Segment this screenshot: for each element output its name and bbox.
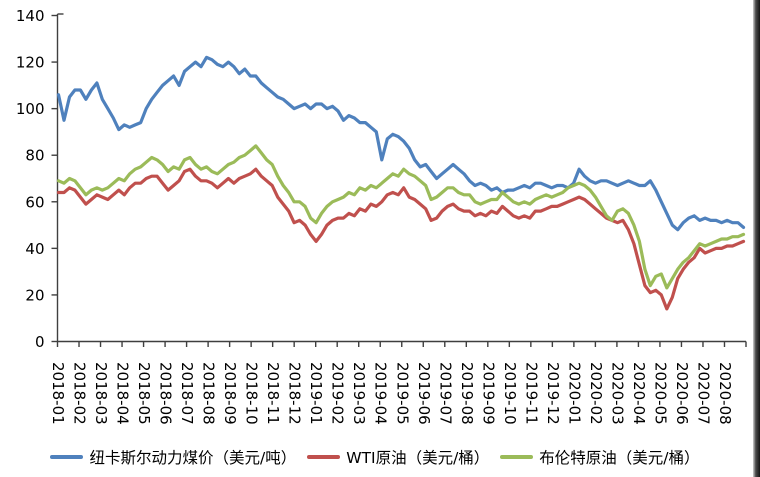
x-axis-label: 2020-08	[716, 362, 734, 425]
legend-label: WTI原油（美元/桶）	[346, 449, 490, 467]
legend-item: 布伦特原油（美元/桶）	[500, 446, 700, 468]
x-axis-label: 2018-02	[71, 362, 89, 425]
legend-item: 纽卡斯尔动力煤价（美元/吨）	[50, 446, 296, 468]
y-axis-label: 20	[25, 286, 44, 304]
series-line-1	[56, 55, 746, 232]
x-axis-label: 2018-10	[243, 362, 261, 425]
y-axis-label: 0	[35, 333, 45, 351]
series-line-2	[56, 167, 746, 311]
y-axis-label: 40	[25, 240, 44, 258]
x-axis-label: 2019-01	[307, 362, 325, 425]
x-axis-label: 2020-02	[587, 362, 605, 425]
x-axis-label: 2018-06	[157, 362, 175, 425]
x-axis-label: 2018-07	[178, 362, 196, 425]
x-axis-label: 2020-04	[630, 362, 648, 425]
y-axis-label: 140	[16, 7, 45, 25]
x-axis-label: 2020-01	[565, 362, 583, 425]
right-edge-bar	[753, 0, 760, 477]
y-axis-label: 80	[25, 147, 44, 165]
legend-label: 纽卡斯尔动力煤价（美元/吨）	[89, 449, 297, 467]
x-axis-label: 2019-07	[436, 362, 454, 425]
x-axis-label: 2019-02	[329, 362, 347, 425]
chart-legend: 纽卡斯尔动力煤价（美元/吨） WTI原油（美元/桶） 布伦特原油（美元/桶）	[0, 446, 750, 468]
x-axis-label: 2018-11	[264, 362, 282, 425]
x-axis-label: 2019-09	[479, 362, 497, 425]
legend-label: 布伦特原油（美元/桶）	[539, 449, 700, 467]
x-axis-label: 2019-05	[393, 362, 411, 425]
x-axis-label: 2018-04	[114, 362, 132, 425]
x-axis-label: 2019-06	[415, 362, 433, 425]
x-axis-label: 2020-03	[608, 362, 626, 425]
x-axis-label: 2018-05	[135, 362, 153, 425]
x-axis-label: 2018-01	[49, 362, 67, 425]
x-axis-label: 2018-03	[92, 362, 110, 425]
legend-marker	[307, 454, 341, 460]
legend-marker	[50, 454, 84, 460]
x-axis-label: 2019-12	[544, 362, 562, 425]
x-axis-label: 2018-09	[221, 362, 239, 425]
x-axis-label: 2018-12	[286, 362, 304, 425]
x-axis-label: 2020-06	[673, 362, 691, 425]
y-axis-label: 60	[25, 193, 44, 211]
y-axis-label: 120	[16, 54, 45, 72]
x-axis-label: 2018-08	[200, 362, 218, 425]
axes	[56, 14, 746, 343]
x-axis-label: 2019-10	[501, 362, 519, 425]
x-axis-label: 2019-11	[522, 362, 540, 425]
y-axis-label: 100	[16, 100, 45, 118]
x-axis-label: 2020-07	[694, 362, 712, 425]
x-axis-label: 2019-03	[350, 362, 368, 425]
series-line-3	[56, 144, 746, 290]
x-axis-label: 2020-05	[651, 362, 669, 425]
x-axis-label: 2019-04	[372, 362, 390, 425]
legend-item: WTI原油（美元/桶）	[307, 446, 489, 468]
x-axis-label: 2019-08	[458, 362, 476, 425]
legend-marker	[500, 454, 534, 460]
